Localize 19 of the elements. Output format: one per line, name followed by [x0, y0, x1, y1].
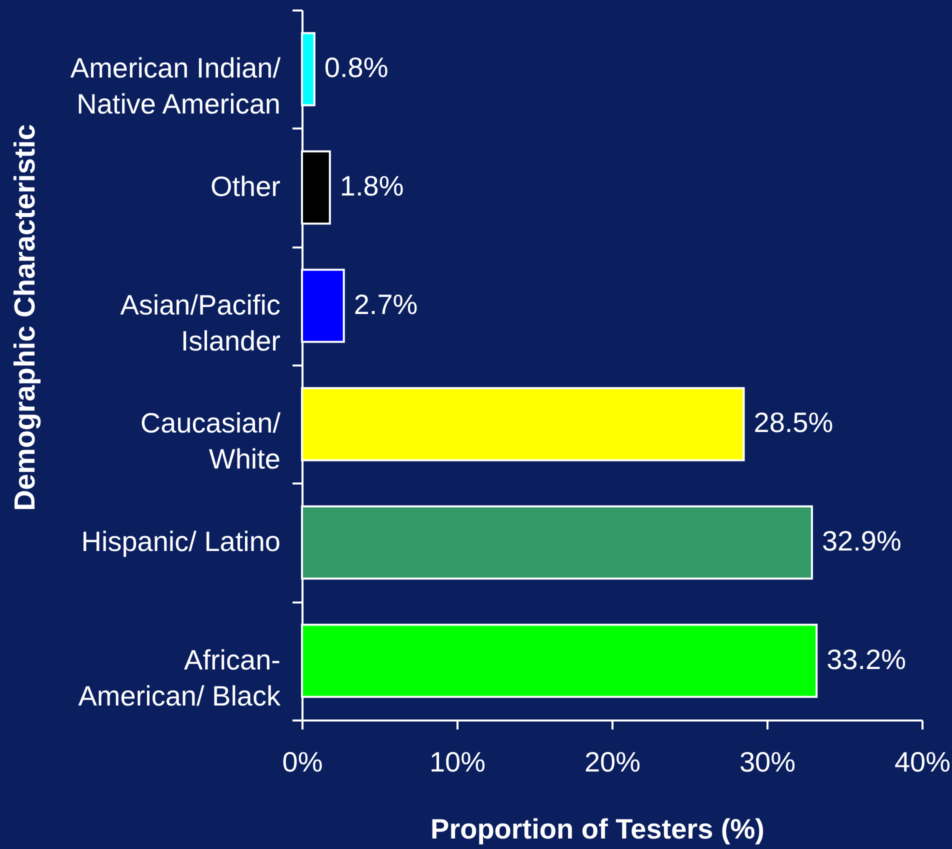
data-label: 32.9% [822, 526, 902, 556]
y-axis-title: Demographic Characteristic [10, 124, 42, 511]
y-tick-label: African- American/ Black [78, 644, 282, 712]
data-label: 33.2% [826, 644, 906, 675]
y-tick-label: Caucasian/ White [140, 408, 281, 475]
data-label: 1.8% [340, 170, 404, 202]
x-tick-label: 20% [584, 746, 641, 778]
y-tick-label: American Indian/ Native American [70, 52, 281, 120]
data-label: 28.5% [754, 407, 834, 438]
y-tick-label: Hispanic/ Latino [81, 526, 280, 557]
y-tick-label: Other [210, 171, 280, 202]
y-tick-label: Asian/Pacific Islander [120, 289, 280, 356]
x-tick-label: 10% [429, 746, 486, 778]
data-label: 0.8% [324, 52, 388, 84]
x-axis-title: Proportion of Testers (%) [430, 814, 764, 844]
x-tick-label: 40% [894, 746, 951, 778]
data-label: 2.7% [354, 288, 418, 320]
x-tick-label: 30% [739, 746, 796, 778]
x-tick-label: 0% [282, 746, 323, 778]
